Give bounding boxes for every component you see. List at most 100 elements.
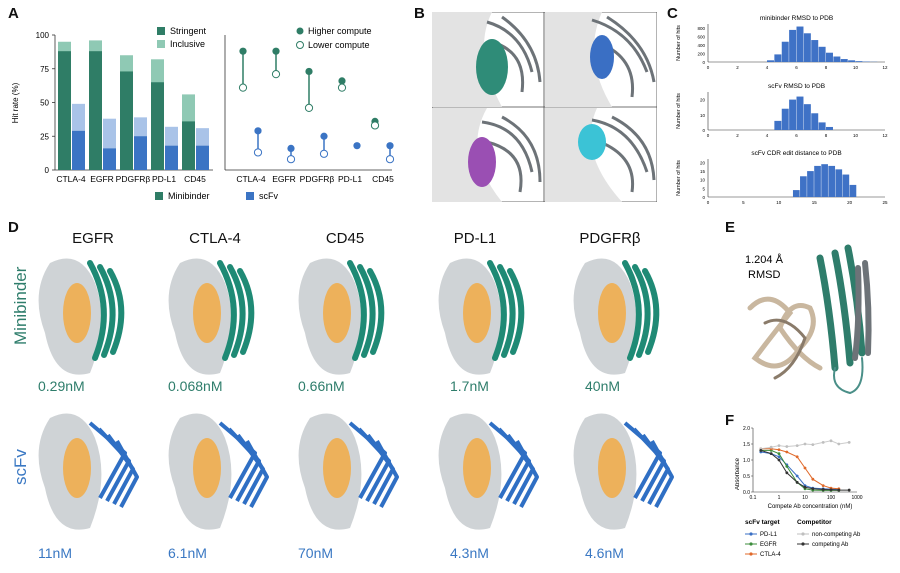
panel-label-b: B: [414, 5, 425, 22]
c-hist-ytick: 10: [700, 113, 706, 118]
f-series-line: [760, 451, 839, 490]
f-series-point: [777, 458, 781, 462]
panel-label-e: E: [725, 219, 736, 236]
legend-minibinder: Minibinder: [168, 191, 210, 201]
row-header-minibinder: Minibinder: [11, 266, 30, 345]
bar-minibinder-stringent: [151, 82, 164, 170]
c-hist-ytick: 400: [697, 43, 705, 48]
dot-minibinder-lower: [337, 83, 347, 92]
affinity-scfv-ctla4: 6.1nM: [168, 545, 207, 561]
c-hist-bar: [840, 59, 848, 62]
c-hist-xtick: 20: [847, 200, 853, 205]
panel-b-structures: [432, 12, 657, 202]
f-series-point: [821, 441, 825, 444]
f-ytick-label: 1.5: [743, 442, 750, 448]
c-hist-bar: [807, 171, 814, 197]
f-legend-competitor-label: non-competing Ab: [812, 532, 861, 538]
c-hist-xtick: 6: [795, 65, 798, 70]
f-legend-dot: [801, 532, 805, 536]
c-hist-ylabel: Number of hits: [676, 160, 682, 196]
f-series-point: [829, 439, 833, 443]
minibinder-helix: [357, 264, 376, 358]
f-series-line: [760, 449, 839, 491]
legend-scfv: scFv: [259, 191, 278, 201]
a-dot-xtick-label: CTLA-4: [236, 174, 266, 184]
f-series-point: [777, 455, 781, 459]
f-series-point: [759, 449, 763, 452]
bar-scfv-stringent: [72, 130, 85, 170]
scfv-strand: [515, 440, 539, 508]
c-hist-bar: [767, 60, 774, 62]
c-hist-xtick: 5: [742, 200, 745, 205]
minibinder-helix: [507, 268, 525, 355]
panel-d-structures: [38, 258, 674, 530]
a-dot-xtick-label: PD-L1: [338, 174, 362, 184]
panel-label-d: D: [8, 219, 19, 236]
f-legend-competitor-label: competing Ab: [812, 542, 849, 548]
c-hist-ytick: 200: [697, 52, 705, 57]
minibinder-helix: [642, 268, 660, 355]
a-dot-xtick-label: EGFR: [272, 174, 296, 184]
bar-minibinder-stringent: [120, 71, 133, 170]
minibinder-helix: [347, 260, 367, 361]
f-ytick-label: 0.5: [743, 474, 750, 480]
bar-minibinder-stringent: [58, 51, 71, 171]
panel-f-ylabel: Absorbance: [735, 457, 741, 490]
rmsd-value: 1.204 Å: [745, 253, 784, 266]
f-series-point: [803, 485, 807, 489]
c-hist-bar: [826, 52, 833, 62]
panel-f-xlabel: Compete Ab concentration (nM): [768, 504, 853, 510]
f-series-point: [777, 448, 781, 452]
c-hist-xtick: 6: [795, 133, 798, 138]
c-hist-ylabel: Number of hits: [676, 25, 682, 61]
c-hist-bar: [811, 40, 819, 62]
epitope-purple: [468, 137, 496, 187]
f-series-point: [769, 452, 773, 455]
c-hist-bar: [781, 41, 789, 62]
epitope-patch: [63, 438, 91, 498]
c-hist-bar: [796, 96, 804, 130]
c-hist-bar: [833, 56, 841, 62]
f-series-point: [785, 471, 789, 475]
a-xtick-label: EGFR: [90, 174, 114, 184]
panel-label-f: F: [725, 412, 735, 429]
target-header-ctla4: CTLA-4: [189, 230, 241, 247]
c-hist-ytick: 0: [702, 60, 705, 65]
f-series-point: [795, 481, 799, 484]
epitope-patch: [463, 283, 491, 343]
dot-scfv-lower: [253, 148, 263, 157]
bar-minibinder-stringent: [89, 51, 102, 171]
c-hist-xtick: 25: [882, 200, 888, 205]
epitope-patch: [323, 283, 351, 343]
epitope-scfv-blue: [590, 35, 614, 79]
c-hist-xtick: 0: [707, 133, 710, 138]
c-hist-ytick: 0: [702, 195, 705, 200]
dot-scfv-lower: [319, 149, 329, 158]
minibinder-helix: [227, 264, 246, 358]
legend-swatch-inclusive: [157, 40, 165, 48]
c-hist-bar: [848, 60, 856, 62]
c-hist-ytick: 20: [700, 98, 706, 103]
epitope-patch: [63, 283, 91, 343]
f-series-point: [785, 450, 789, 454]
legend-swatch-stringent: [157, 27, 165, 35]
f-series-point: [785, 465, 789, 468]
c-hist-bar: [842, 174, 850, 197]
c-hist-bar: [818, 122, 826, 130]
bar-scfv-stringent: [103, 148, 116, 170]
f-xtick-label: 100: [827, 495, 836, 501]
c-hist-xtick: 2: [736, 65, 739, 70]
c-hist-bar: [814, 165, 821, 197]
c-hist-title: scFv CDR edit distance to PDB: [751, 150, 841, 157]
bar-minibinder-stringent: [182, 121, 195, 170]
a-ytick-label: 25: [40, 132, 49, 141]
epitope-patch: [598, 438, 626, 498]
c-hist-xtick: 12: [882, 133, 888, 138]
f-xtick-label: 1: [778, 495, 781, 501]
legend-higher-compute: Higher compute: [308, 26, 372, 36]
f-series-point: [777, 452, 781, 455]
legend-stringent: Stringent: [170, 26, 207, 36]
dot-minibinder-lower: [238, 83, 248, 92]
